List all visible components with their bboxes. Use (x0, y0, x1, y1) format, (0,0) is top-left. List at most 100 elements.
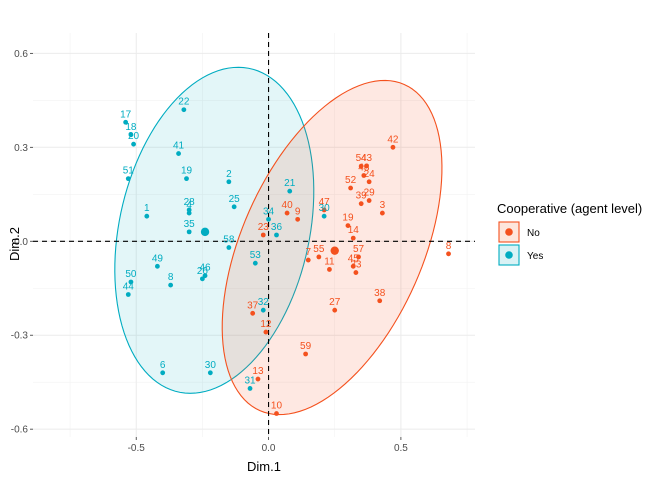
point-label-no: 33 (350, 260, 362, 271)
point-yes (144, 213, 150, 219)
point-label-no: 24 (364, 169, 376, 180)
point-label-yes: 51 (123, 166, 135, 177)
y-tick-label: 0.3 (14, 143, 28, 154)
y-tick-label: -0.6 (11, 425, 29, 436)
point-label-yes: 8 (168, 272, 174, 283)
point-label-no: 9 (295, 206, 301, 217)
centroid-yes (200, 227, 210, 237)
legend-key-dot-no (505, 228, 513, 236)
point-no (284, 210, 290, 216)
point-label-yes: 44 (123, 282, 135, 293)
point-no (350, 235, 356, 241)
point-yes (125, 176, 131, 182)
point-label-yes: 58 (223, 235, 235, 246)
point-no (303, 351, 309, 357)
point-label-no: 54 (356, 153, 368, 164)
legend-label-no: No (527, 228, 540, 239)
point-label-yes: 53 (250, 250, 262, 261)
legend-item-no: No (498, 221, 540, 243)
x-tick-label: -0.5 (128, 443, 146, 454)
point-no (353, 270, 359, 275)
point-no (250, 310, 256, 316)
point-label-yes: 31 (244, 375, 256, 386)
point-no (305, 257, 311, 263)
legend-key-dot-yes (505, 251, 513, 259)
y-tick-label: 0.6 (14, 49, 28, 60)
point-label-yes: 1 (144, 203, 150, 214)
point-no (377, 298, 383, 304)
point-label-yes: 50 (125, 269, 137, 280)
point-label-yes: 35 (184, 219, 196, 230)
point-no (348, 185, 354, 191)
point-yes (260, 307, 266, 313)
point-no (390, 144, 396, 150)
point-yes (168, 282, 174, 288)
point-label-no: 43 (361, 153, 373, 164)
legend-title: Cooperative (agent level) (497, 201, 642, 216)
point-label-yes: 49 (152, 253, 164, 264)
point-label-no: 38 (374, 288, 386, 299)
point-label-no: 11 (324, 256, 335, 267)
point-label-no: 7 (305, 247, 311, 258)
point-label-no: 13 (252, 366, 264, 377)
point-no (274, 411, 279, 416)
point-label-yes: 6 (160, 360, 166, 371)
point-no (327, 267, 332, 272)
point-label-yes: 20 (128, 131, 140, 142)
point-label-yes: 28 (184, 197, 196, 208)
point-label-yes: 18 (125, 122, 137, 133)
point-yes (252, 260, 258, 266)
point-yes (287, 188, 293, 194)
point-label-yes: 25 (229, 194, 241, 205)
point-no (446, 251, 451, 257)
point-label-no: 57 (353, 244, 365, 255)
point-label-no: 48 (358, 162, 370, 173)
point-no (255, 376, 261, 382)
point-yes (247, 386, 253, 391)
point-label-yes: 2 (226, 169, 232, 180)
point-label-yes: 26 (197, 266, 209, 277)
point-no (364, 163, 369, 169)
point-no (366, 179, 372, 185)
point-label-yes: 46 (199, 263, 211, 274)
point-label-yes: 34 (263, 206, 275, 217)
point-label-no: 14 (348, 225, 360, 236)
point-no (316, 254, 322, 260)
point-label-yes: 17 (120, 109, 132, 120)
point-yes (154, 263, 160, 269)
point-label-yes: 19 (181, 166, 193, 177)
point-label-no: 55 (313, 244, 325, 255)
point-label-yes: 4 (186, 200, 192, 211)
point-label-no: 27 (329, 297, 341, 308)
point-yes (123, 119, 129, 125)
point-no (366, 198, 372, 203)
x-axis-title: Dim.1 (247, 459, 281, 474)
point-label-yes: 30 (205, 360, 217, 371)
point-label-no: 23 (258, 222, 270, 233)
point-yes (181, 107, 187, 113)
legend-label-yes: Yes (527, 251, 543, 262)
point-label-yes: 41 (173, 141, 185, 152)
point-label-no: 47 (319, 197, 331, 208)
point-yes (199, 276, 205, 282)
point-no (332, 307, 338, 313)
point-yes (226, 179, 232, 185)
point-yes (186, 229, 192, 235)
point-yes (128, 279, 134, 285)
point-yes (186, 210, 192, 216)
legend-items: No Yes (498, 221, 543, 266)
point-label-no: 45 (348, 253, 360, 264)
x-tick-label: 0.5 (394, 443, 408, 454)
point-yes (125, 292, 131, 297)
point-yes (184, 176, 189, 182)
point-no (356, 254, 361, 260)
x-axis-ticks: -0.5 0.0 0.5 (128, 437, 408, 454)
point-label-yes: 36 (271, 222, 283, 233)
y-axis-ticks: -0.6 -0.3 0.0 0.3 0.6 (11, 49, 33, 436)
point-label-no: 42 (387, 134, 399, 145)
point-no (345, 223, 351, 229)
point-label-no: 40 (282, 200, 294, 211)
point-yes (176, 151, 181, 156)
point-no (260, 232, 266, 238)
